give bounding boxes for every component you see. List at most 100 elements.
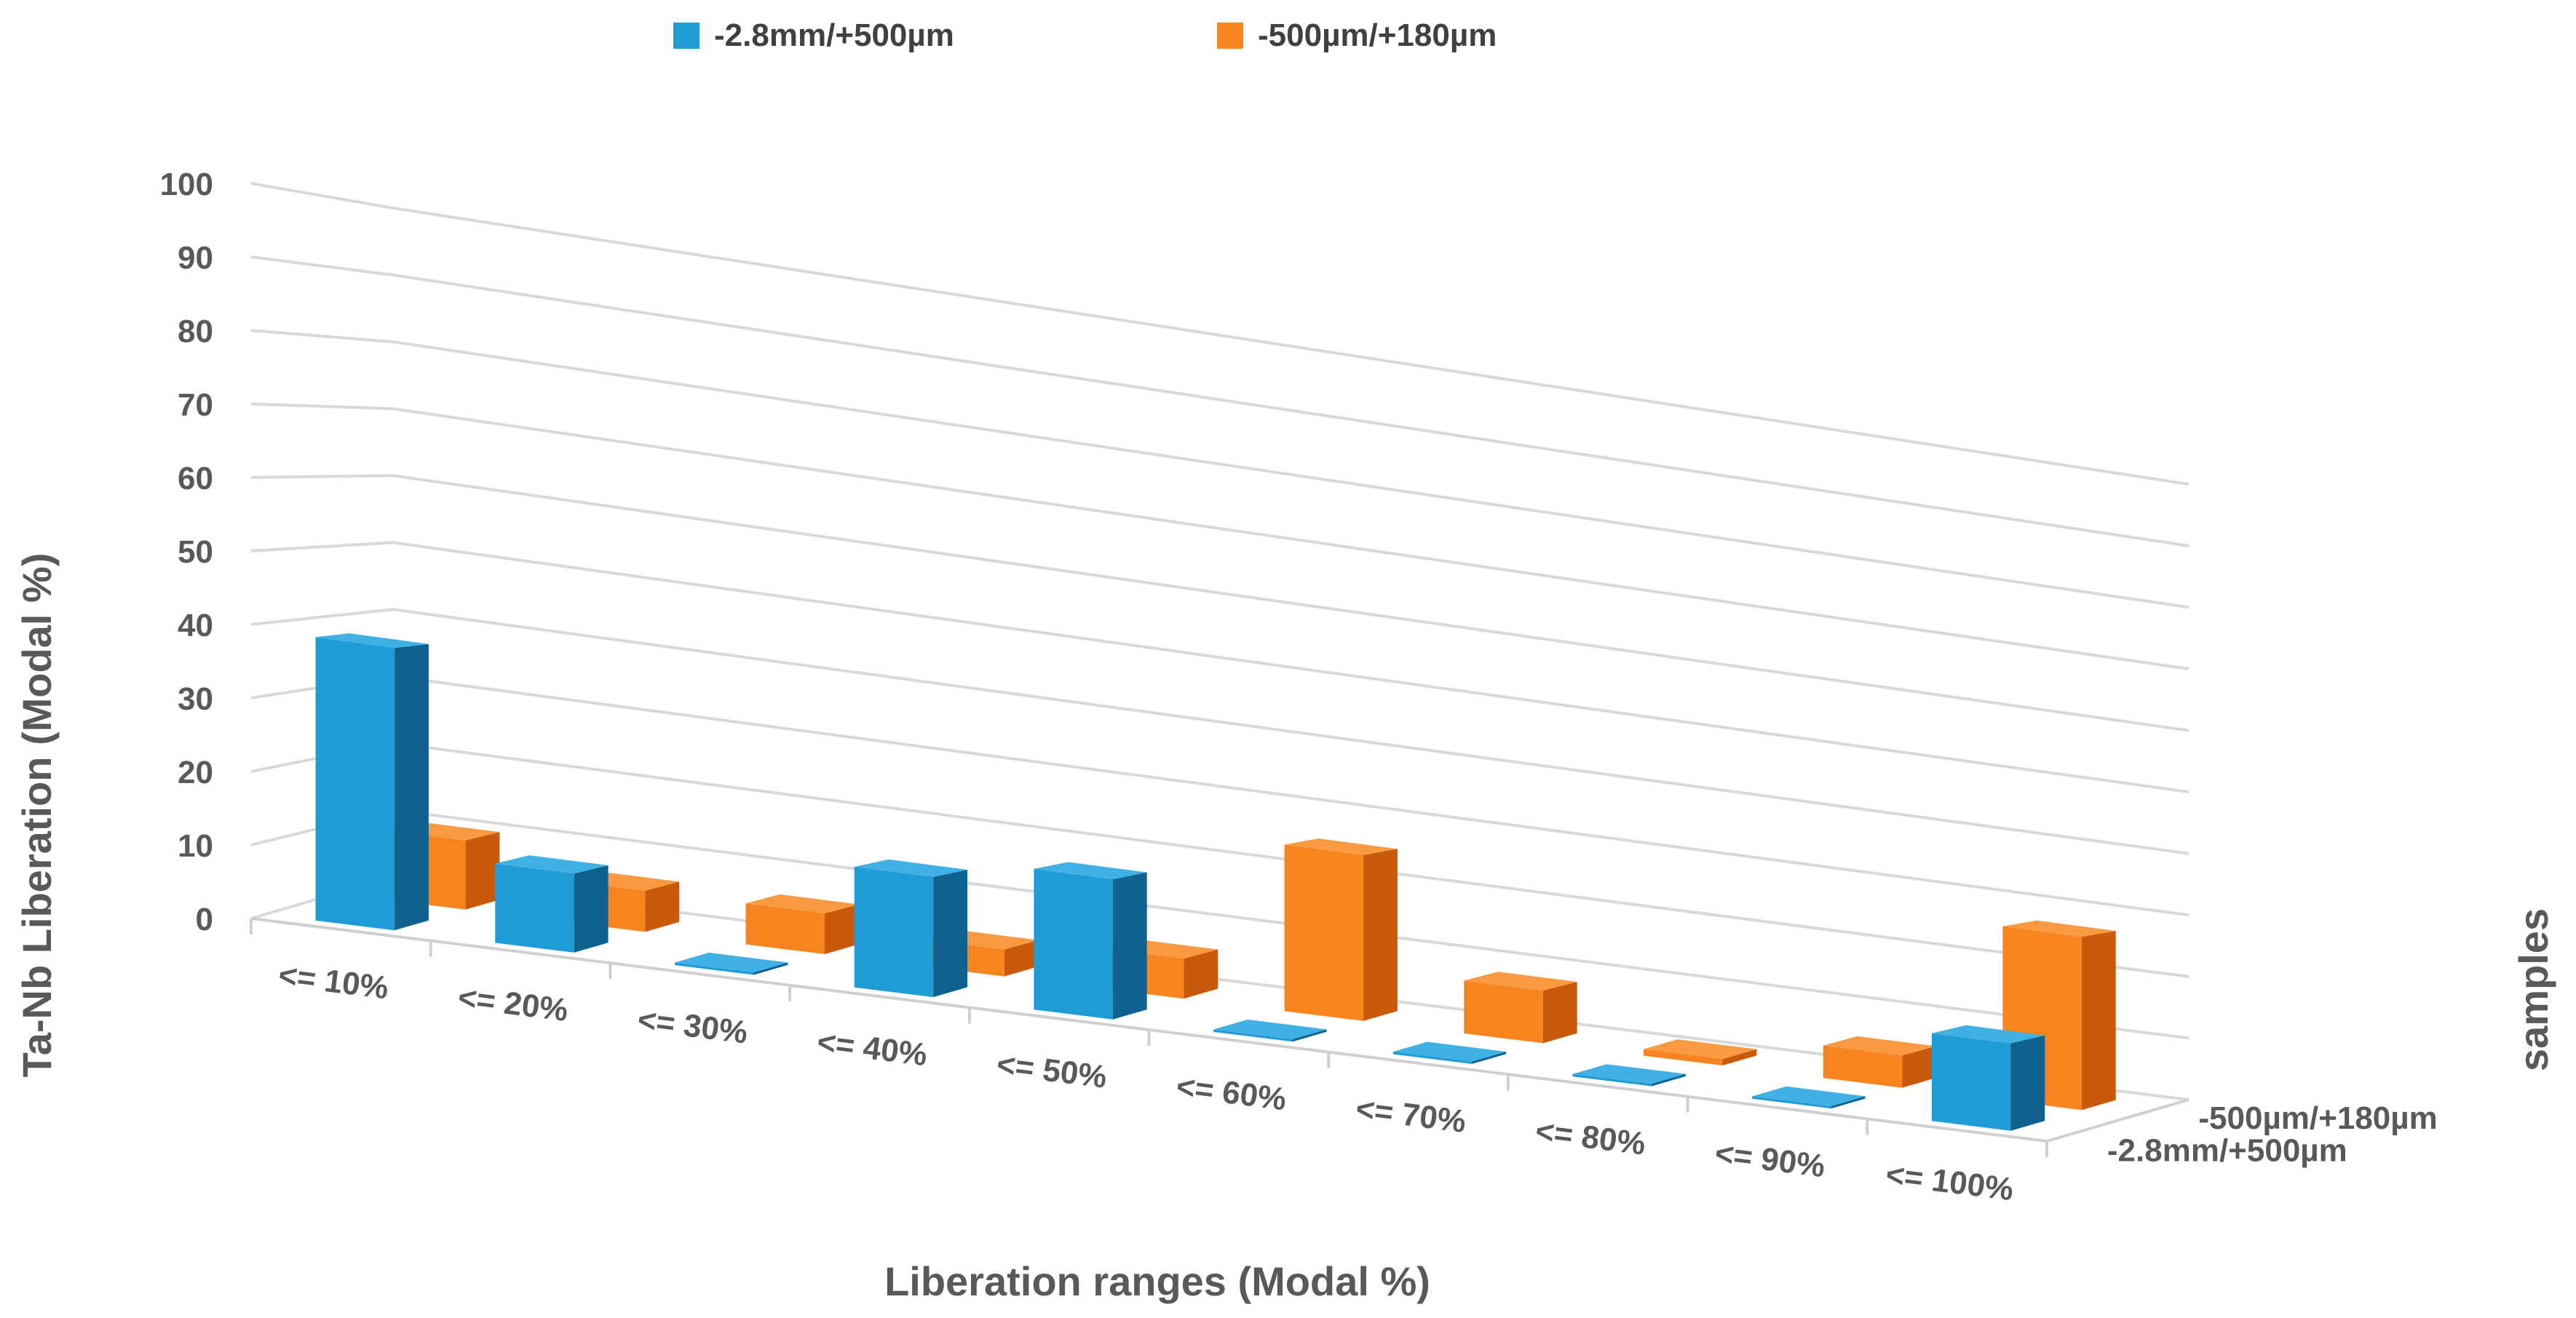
legend-item-series-1: -2.8mm/+500µm: [673, 17, 954, 54]
bar-side-face: [2081, 931, 2116, 1111]
bar-top-face: [2002, 920, 2116, 937]
bar-series-2-2: [745, 894, 859, 954]
x-tick-label: <= 50%: [995, 1047, 1109, 1095]
bar-front-face: [854, 867, 934, 998]
gridline-60: [250, 474, 2189, 732]
bar-series-2-9: [2002, 920, 2116, 1111]
bar-side-face: [465, 832, 500, 910]
bar-top-face: [1644, 1039, 1757, 1060]
bar-side-face: [1292, 1029, 1327, 1042]
y-axis-title: Ta-Nb Liberation (Modal %): [14, 553, 60, 1078]
bar-front-face: [495, 863, 574, 953]
gridline-50: [250, 541, 2189, 794]
bar-top-face: [1752, 1086, 1866, 1106]
bar-top-face: [1823, 1036, 1936, 1056]
bar-front-face: [1644, 1049, 1723, 1065]
legend-swatch-series-1: [673, 23, 700, 49]
bar-series-2-7: [1644, 1039, 1757, 1065]
legend-swatch-series-2: [1217, 23, 1243, 49]
y-tick-label-30: 30: [178, 681, 213, 717]
y-tick-label-20: 20: [178, 755, 213, 790]
gridline-70: [250, 402, 2189, 671]
x-tick-label: <= 90%: [1713, 1135, 1827, 1184]
axes: [250, 917, 2189, 1157]
bar-top-face: [745, 894, 859, 913]
x-tick-label: <= 60%: [1174, 1068, 1288, 1117]
y-tick-label-60: 60: [178, 461, 213, 496]
x-tick-label: <= 100%: [1884, 1156, 2016, 1207]
bar-top-face: [675, 953, 788, 973]
bar-series-1-7: [1572, 1064, 1686, 1087]
bar-front-face: [1572, 1073, 1652, 1087]
bar-top-face: [315, 633, 429, 648]
legend-label-series-1: -2.8mm/+500µm: [714, 17, 954, 53]
depth-label-back: -500µm/+180µm: [2198, 1100, 2437, 1136]
bar-series-1-1: [495, 855, 609, 953]
bar-series-1-8: [1752, 1086, 1866, 1109]
bar-side-face: [1722, 1049, 1757, 1065]
bar-side-face: [1652, 1073, 1686, 1087]
bar-side-face: [1184, 949, 1218, 999]
bar-front-face: [1464, 980, 1543, 1044]
x-axis-title: Liberation ranges (Modal %): [884, 1258, 1430, 1304]
bar-front-face: [315, 637, 395, 931]
gridline-100: [250, 182, 2189, 486]
bar-series-1-2: [675, 953, 788, 975]
y-tick-label-90: 90: [178, 240, 213, 276]
y-tick-label-80: 80: [178, 314, 213, 349]
bar-front-face: [675, 962, 754, 975]
y-tick-label-100: 100: [160, 167, 213, 202]
bar-series-1-4: [1034, 862, 1147, 1020]
gridlines: [250, 182, 2189, 1101]
y-tick-label-70: 70: [178, 387, 213, 423]
bar-top-face: [1464, 972, 1577, 991]
bar-side-face: [645, 881, 680, 932]
depth-axis-title: samples: [2510, 908, 2556, 1071]
bar-front-face: [1752, 1096, 1831, 1109]
legend-label-series-2: -500µm/+180µm: [1258, 17, 1497, 53]
bar-front-face: [1284, 844, 1364, 1021]
bar-front-face: [1392, 1052, 1473, 1064]
bar-front-face: [745, 903, 825, 954]
bar-side-face: [1004, 940, 1039, 977]
bar-series-1-3: [854, 859, 967, 998]
bar-side-face: [1363, 849, 1398, 1021]
legend: -2.8mm/+500µm -500µm/+180µm: [0, 17, 2576, 76]
bar-side-face: [395, 644, 429, 931]
bar-side-face: [753, 962, 788, 975]
bar-side-face: [1542, 982, 1577, 1044]
bar-series-1-9: [1931, 1025, 2045, 1131]
y-tick-label-0: 0: [196, 902, 213, 937]
depth-label-front: -2.8mm/+500µm: [2107, 1132, 2347, 1168]
bar-side-face: [1112, 872, 1147, 1020]
bar-front-face: [1213, 1029, 1293, 1042]
bar-top-face: [1034, 862, 1147, 880]
bar-series-1-0: [315, 633, 429, 931]
bar-side-face: [1902, 1046, 1936, 1088]
x-tick-label: <= 70%: [1354, 1091, 1468, 1140]
bar-series-2-5: [1284, 838, 1398, 1021]
bar-side-face: [1831, 1096, 1866, 1109]
gridline-40: [250, 608, 2189, 855]
bar-series-1-5: [1213, 1019, 1327, 1042]
x-tick-label: <= 40%: [815, 1024, 930, 1073]
bar-series-2-8: [1823, 1036, 1936, 1088]
x-tick-label: <= 30%: [635, 1002, 750, 1051]
bar-side-face: [825, 904, 859, 954]
y-tick-label-50: 50: [178, 534, 213, 570]
bars: [315, 633, 2116, 1131]
bar-top-face: [1392, 1041, 1507, 1062]
gridline-90: [250, 255, 2189, 547]
x-tick-label: <= 10%: [277, 957, 391, 1006]
y-tick-label-10: 10: [178, 828, 213, 864]
x-tick-label: <= 20%: [456, 980, 571, 1028]
bar-front-face: [1931, 1033, 2011, 1131]
y-tick-label-40: 40: [178, 608, 213, 643]
bar-series-1-6: [1392, 1041, 1507, 1064]
gridline-80: [250, 329, 2189, 609]
bar-side-face: [2010, 1035, 2045, 1131]
bar-front-face: [1823, 1045, 1903, 1088]
depth-axis-line: [2046, 1098, 2189, 1143]
x-tick-label: <= 80%: [1534, 1113, 1648, 1162]
